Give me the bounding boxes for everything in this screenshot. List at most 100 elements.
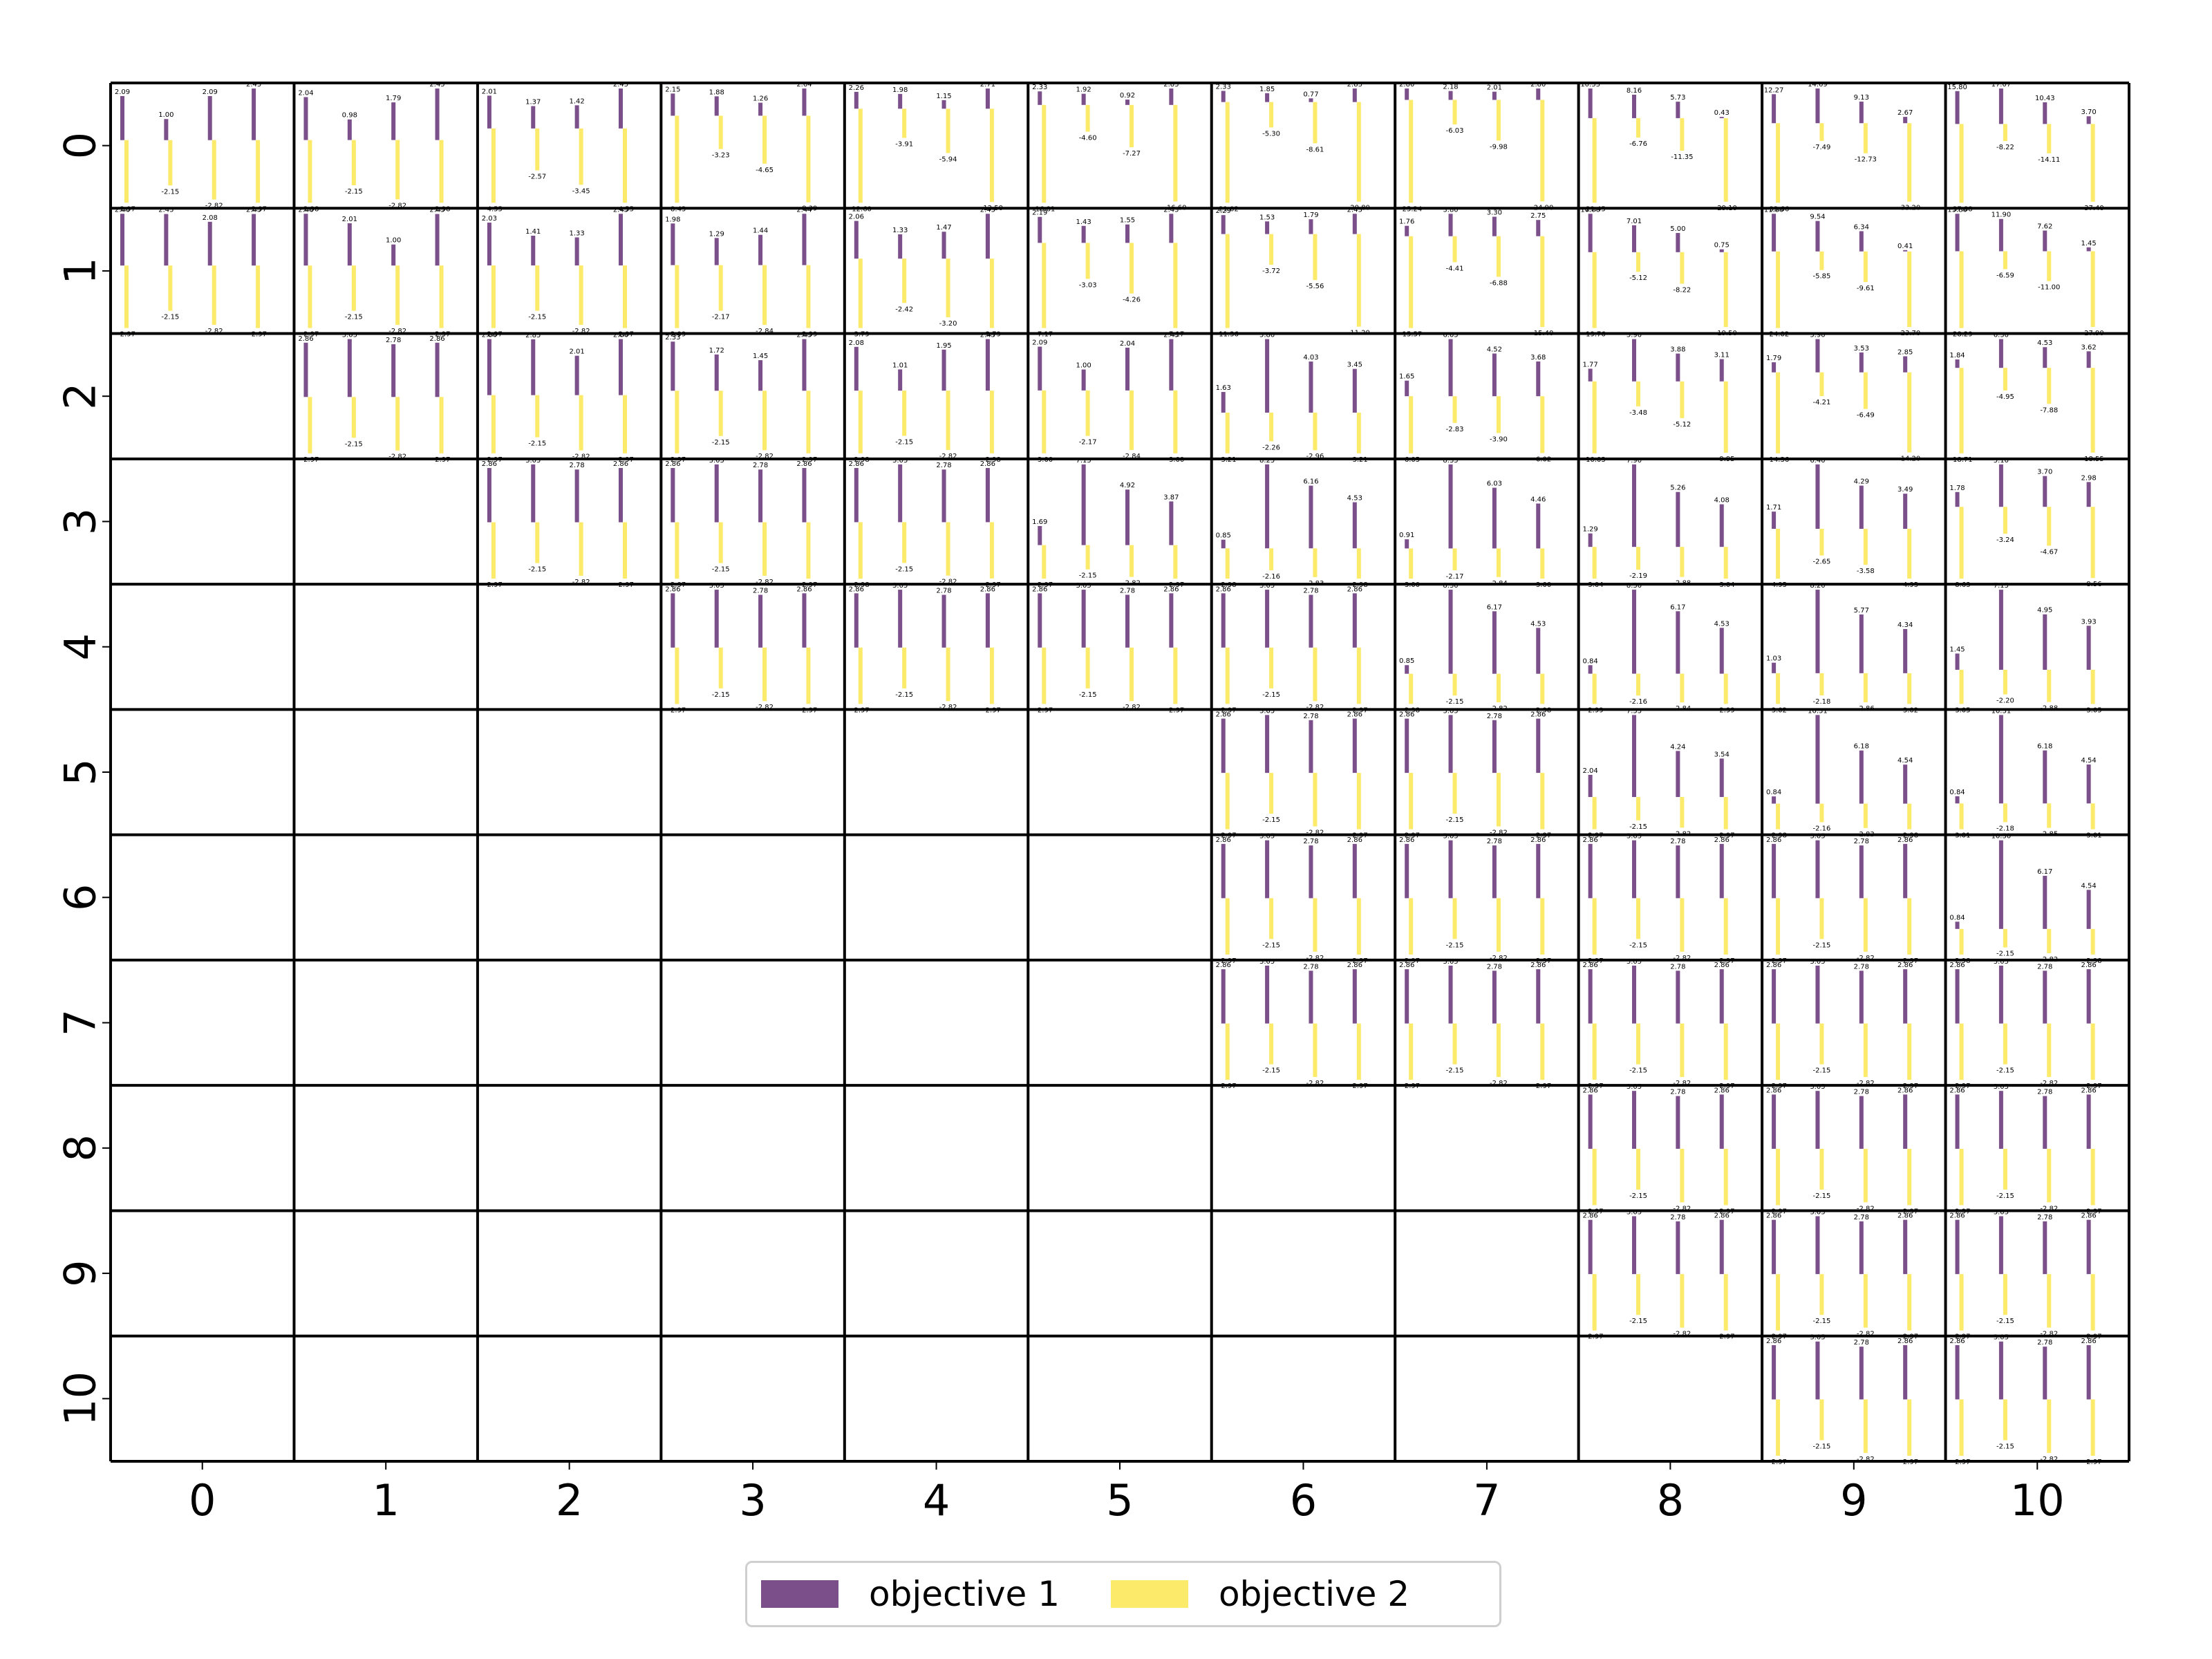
bar-objective-1: [303, 97, 308, 140]
bar-label-objective-1: 1.98: [665, 216, 680, 223]
bar-objective-2: [2090, 368, 2095, 453]
bar-objective-1: [2043, 971, 2047, 1024]
bar-objective-2: [1907, 123, 1912, 202]
bar-objective-2: [1540, 673, 1545, 704]
bar-label-objective-1: 3.88: [1670, 346, 1685, 354]
cell-3-7: 0.91-3.008.35-2.176.03-2.844.46-3.00: [1399, 457, 1551, 589]
bar-objective-2: [1269, 102, 1274, 128]
bar-objective-2: [395, 265, 400, 325]
bar-objective-2: [1313, 412, 1318, 451]
bar-objective-1: [1405, 718, 1409, 774]
bar-label-objective-2: -2.15: [895, 439, 913, 447]
bar-objective-1: [758, 234, 763, 265]
bar-objective-1: [1081, 464, 1086, 545]
bar-objective-1: [2043, 1347, 2047, 1400]
bar-objective-2: [1776, 898, 1781, 955]
bar-objective-1: [1815, 1341, 1820, 1400]
bar-objective-1: [1448, 715, 1453, 774]
bar-objective-1: [1309, 219, 1313, 234]
bar-label-objective-1: 9.54: [1810, 214, 1825, 221]
bar-objective-1: [1492, 91, 1497, 100]
cell-4-4: 2.86-2.973.05-2.152.78-2.822.86-2.97: [849, 582, 1001, 714]
cell-6-10: 0.84-2.9810.30-2.156.17-2.824.54-2.98: [1949, 833, 2101, 965]
bar-label-objective-1: 1.45: [753, 353, 768, 360]
bar-objective-1: [2043, 876, 2047, 929]
bar-label-objective-1: 2.86: [298, 335, 313, 343]
cell-4-6: 2.86-2.973.05-2.152.78-2.822.86-2.97: [1216, 582, 1368, 714]
bar-objective-2: [439, 397, 444, 453]
cell-5-6: 2.86-2.973.05-2.152.78-2.822.86-2.97: [1216, 707, 1368, 839]
bar-label-objective-1: 2.78: [2037, 963, 2052, 971]
bar-objective-1: [1815, 840, 1820, 899]
bar-label-objective-1: 2.86: [849, 585, 864, 593]
bar-label-objective-2: -2.82: [1123, 704, 1141, 711]
bar-objective-2: [256, 265, 261, 328]
bar-label-objective-1: 8.25: [1259, 457, 1275, 465]
bar-objective-1: [1492, 353, 1497, 397]
bar-label-objective-2: -2.15: [1262, 816, 1280, 824]
bar-label-objective-2: -2.15: [1446, 1067, 1464, 1075]
bar-label-objective-2: -2.82: [388, 328, 406, 335]
bar-label-objective-2: -2.82: [756, 453, 774, 460]
bar-objective-2: [1225, 773, 1230, 830]
bar-objective-2: [1636, 381, 1640, 406]
bar-objective-1: [1632, 715, 1636, 797]
bar-objective-2: [1723, 1023, 1728, 1080]
bar-objective-2: [2003, 1023, 2007, 1065]
bar-objective-1: [1492, 611, 1497, 674]
bar-objective-1: [758, 102, 763, 116]
bar-objective-2: [1269, 1023, 1274, 1065]
bar-objective-2: [1313, 773, 1318, 827]
cell-3-10: 1.78-8.635.10-3.243.70-4.672.98-8.56: [1949, 457, 2101, 589]
bar-objective-1: [1405, 665, 1409, 674]
bar-objective-2: [1452, 1023, 1457, 1065]
bar-objective-1: [1998, 88, 2003, 124]
bar-label-objective-1: 2.78: [2037, 1214, 2052, 1221]
bar-objective-2: [491, 265, 496, 328]
bar-objective-2: [762, 647, 767, 702]
bar-objective-2: [2047, 507, 2052, 546]
bar-objective-1: [1309, 98, 1313, 102]
legend-swatch-objective-2: [1111, 1580, 1189, 1608]
x-tick-label: 8: [1657, 1475, 1684, 1526]
bar-label-objective-1: 2.78: [1303, 588, 1318, 595]
bar-label-objective-1: 2.86: [849, 460, 864, 468]
bar-label-objective-1: 1.84: [1949, 352, 1965, 359]
bar-label-objective-1: 2.86: [1897, 962, 1913, 969]
bar-label-objective-2: -2.82: [2040, 1080, 2058, 1087]
bar-objective-1: [487, 468, 491, 523]
bar-label-objective-1: 10.30: [1991, 833, 2012, 841]
cell-1-0: 2.46-2.972.45-2.152.08-2.822.45-2.97: [115, 206, 267, 338]
bar-label-objective-1: 3.05: [1810, 1208, 1825, 1216]
bar-objective-2: [1225, 548, 1230, 579]
bar-objective-2: [2047, 1148, 2052, 1203]
bar-objective-2: [1592, 118, 1597, 203]
bar-label-objective-1: 2.86: [1347, 836, 1362, 844]
bar-label-objective-1: 2.45: [429, 81, 444, 88]
bar-label-objective-1: 5.10: [1994, 457, 2009, 465]
bar-label-objective-1: 2.98: [2081, 474, 2097, 482]
bar-label-objective-1: 3.87: [1163, 494, 1179, 501]
bar-label-objective-2: -12.73: [1855, 156, 1877, 164]
bar-objective-1: [619, 339, 623, 395]
bar-label-objective-1: 11.90: [1991, 212, 2012, 219]
bar-objective-1: [391, 344, 396, 397]
bar-objective-1: [1815, 464, 1820, 529]
bar-objective-2: [1636, 673, 1640, 696]
bar-objective-1: [1719, 117, 1724, 118]
bar-objective-1: [714, 464, 719, 523]
bar-objective-1: [802, 468, 807, 523]
bar-label-objective-2: -2.82: [1673, 1080, 1691, 1087]
bar-label-objective-1: 6.17: [1670, 603, 1685, 611]
bar-label-objective-1: 3.05: [1259, 833, 1275, 841]
bar-objective-1: [1588, 774, 1593, 797]
bar-objective-1: [2043, 347, 2047, 368]
bar-objective-2: [1356, 102, 1361, 202]
bar-objective-1: [1903, 969, 1908, 1024]
bar-label-objective-1: 1.79: [1766, 355, 1781, 362]
bar-objective-1: [1405, 380, 1409, 397]
bar-objective-2: [1173, 243, 1178, 328]
bar-objective-1: [2043, 230, 2047, 252]
bar-objective-2: [1452, 396, 1457, 423]
bar-objective-2: [858, 647, 863, 704]
